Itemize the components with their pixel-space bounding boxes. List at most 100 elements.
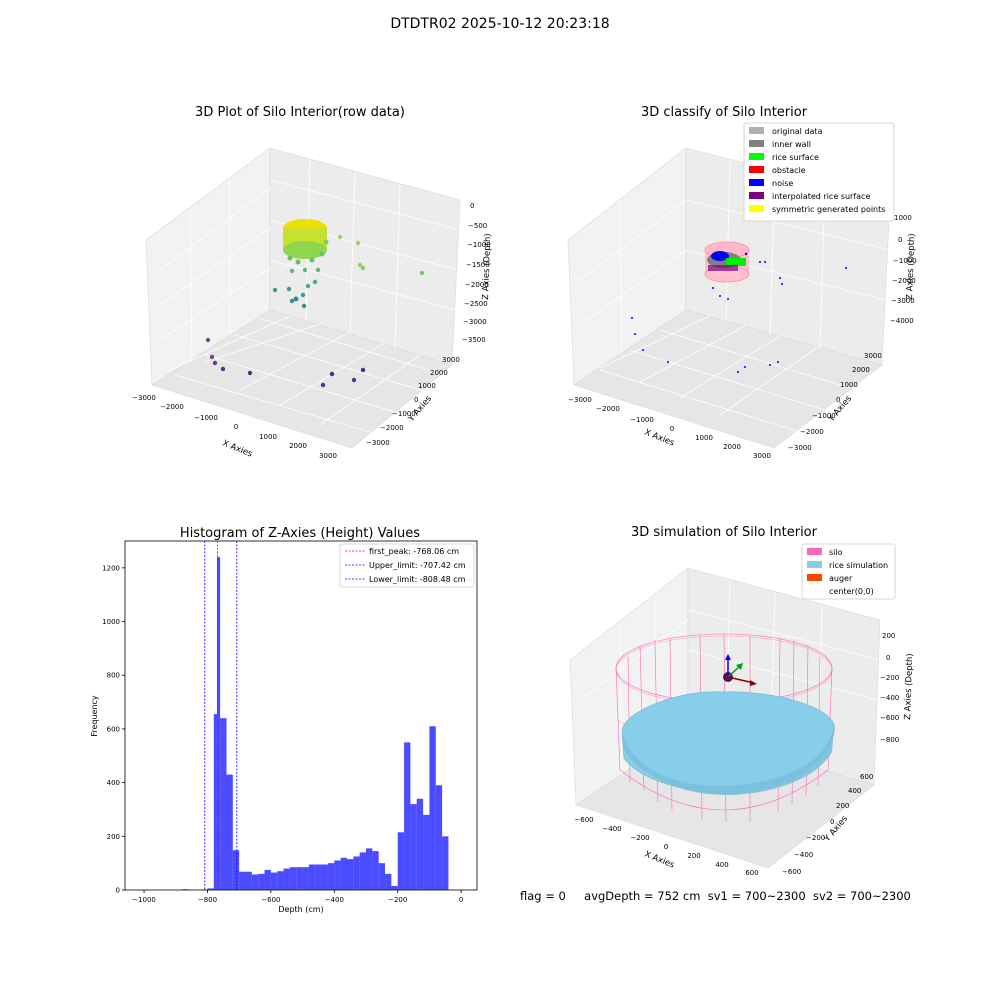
legend-obstacle: obstacle [772,166,806,175]
svg-text:200: 200 [687,852,700,860]
svg-text:−2000: −2000 [596,405,620,413]
histogram-bar [391,885,398,890]
legend-lower-limit: Lower_limit: -808.48 cm [369,575,466,584]
svg-text:−2000: −2000 [465,281,489,289]
svg-text:−400: −400 [880,694,899,702]
histogram-bar [315,864,322,890]
svg-text:−800: −800 [880,736,899,744]
y-tick-label: 1200 [102,564,120,572]
svg-text:−200: −200 [880,674,899,682]
noise-cluster [711,251,729,261]
legend-center: center(0,0) [829,587,874,596]
svg-text:−1000: −1000 [630,416,654,424]
histogram-bar [264,869,271,890]
legend-swatch [749,140,764,147]
pane-grid [579,159,891,433]
histogram-bar [216,557,221,890]
y-ticks: 0 200 400 600 800 1000 1200 [102,564,125,895]
legend-box [339,543,475,588]
histogram-bar [442,836,449,890]
svg-text:−3500: −3500 [462,336,486,344]
x-tick-label: −200 [388,896,407,904]
classify-3d-plot: 3D classify of Silo Interior orig [567,105,917,460]
interpolated-cluster [708,265,738,271]
histogram-bar [277,871,284,890]
svg-text:−3000: −3000 [366,439,390,447]
svg-text:1000: 1000 [418,382,436,390]
histogram-bar [366,848,373,890]
legend-symmetric: symmetric generated points [772,205,885,214]
svg-text:0: 0 [670,425,674,433]
svg-text:−500: −500 [468,222,487,230]
svg-text:200: 200 [882,632,895,640]
svg-text:200: 200 [836,802,849,810]
histogram-bar [435,785,443,890]
svg-text:0: 0 [664,843,668,851]
svg-text:600: 600 [860,773,873,781]
histogram-bar [416,798,424,890]
svg-text:−3000: −3000 [463,318,487,326]
y-tick-label: 0 [116,887,120,895]
legend-swatch [749,205,764,212]
svg-text:3000: 3000 [864,352,882,360]
svg-text:−2000: −2000 [160,403,184,411]
classify-x-ticks: −3000 −2000 −1000 0 1000 2000 3000 [568,396,771,460]
svg-text:0: 0 [886,654,890,662]
histogram-bar [359,852,367,890]
y-tick-label: 800 [107,672,120,680]
svg-text:−1000: −1000 [812,412,836,420]
raw-y-ticks: −3000 −2000 −1000 0 1000 2000 3000 [366,356,460,447]
y-tick-label: 1000 [102,618,120,626]
histogram-bar [321,864,328,890]
svg-text:400: 400 [715,861,728,869]
histogram-bar [270,872,278,890]
sv1-value: sv1 = 700~2300 [707,889,806,903]
svg-text:−3000: −3000 [568,396,592,404]
simulation-legend: silo rice simulation auger center(0,0) [801,543,896,600]
figure-title: DTDTR02 2025-10-12 20:23:18 [390,16,610,32]
histogram-bar [245,871,252,890]
svg-text:0: 0 [470,202,474,210]
legend-auger: auger [829,574,853,583]
svg-text:−1500: −1500 [466,261,490,269]
svg-text:400: 400 [848,787,861,795]
legend-swatch [807,574,822,581]
histogram-bar [213,714,217,890]
legend-inner-wall: inner wall [772,140,811,149]
svg-text:−200: −200 [630,834,649,842]
classify-y-ticks: −3000 −2000 −1000 0 1000 2000 3000 [788,352,882,452]
svg-text:0: 0 [414,396,418,404]
classify-z-ticks: 1000 0 −1000 −2000 −3000 −4000 [890,214,917,325]
auger-marker [723,654,757,686]
legend-swatch [749,127,764,134]
histogram-bar [308,864,316,890]
svg-text:−3000: −3000 [891,297,915,305]
legend-swatch [807,561,822,568]
simulation-z-label: Z Axies (Depth) [903,653,915,720]
pane-floor [573,309,883,449]
svg-text:−600: −600 [880,714,899,722]
x-tick-label: −600 [261,896,280,904]
legend-swatch [749,179,764,186]
rice-surface-cluster [726,258,746,266]
raw-plot-title: 3D Plot of Silo Interior(row data) [195,105,405,120]
histogram-bar [239,871,246,890]
histogram-bar [397,832,405,890]
histogram-bar [207,888,214,890]
raw-x-ticks: −3000 −2000 −1000 0 1000 2000 3000 [132,394,337,460]
histogram-x-label: Depth (cm) [278,905,323,914]
histogram-legend: first_peak: -768.06 cm Upper_limit: -707… [339,543,475,588]
x-ticks: −1000 −800 −600 −400 −200 0 [132,890,463,904]
svg-text:2000: 2000 [289,442,307,450]
svg-text:−400: −400 [794,851,813,859]
histogram-bar [251,874,259,890]
svg-text:1000: 1000 [695,434,713,442]
histogram-title: Histogram of Z-Axies (Height) Values [180,526,420,541]
histogram-bar [327,863,335,890]
x-tick-label: −1000 [132,896,156,904]
raw-data-3d-plot: 3D Plot of Silo Interior(row data) [132,105,493,460]
legend-box [801,543,896,600]
svg-text:−3000: −3000 [788,444,812,452]
classify-z-label: Z Axies (Depth) [905,233,917,300]
svg-text:0: 0 [830,818,834,826]
